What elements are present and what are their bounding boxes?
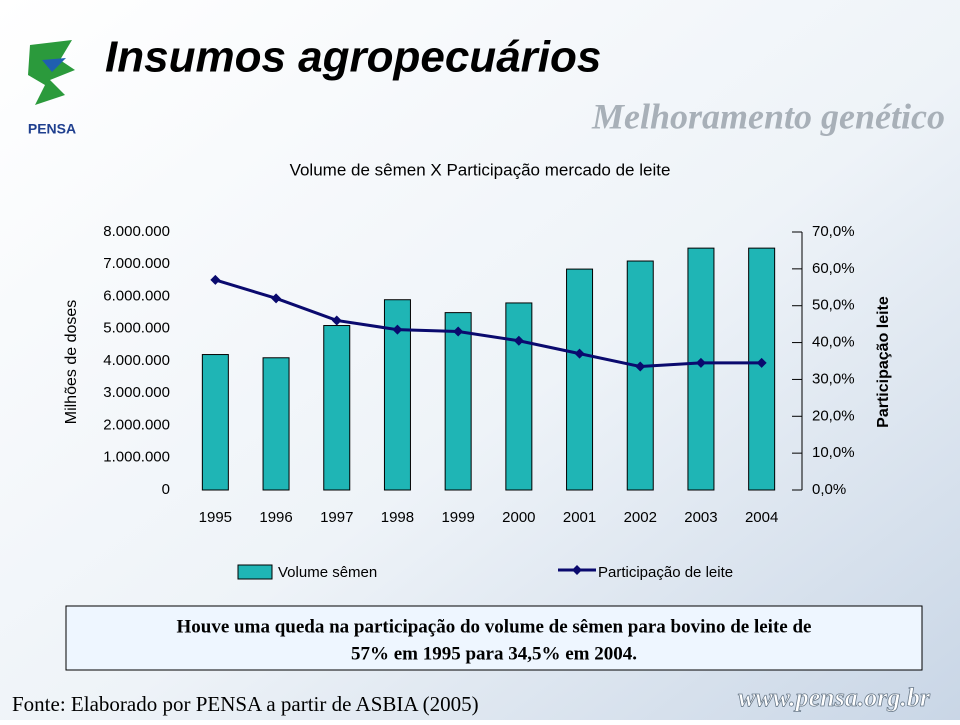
y-tick-label: 6.000.000 (103, 287, 170, 304)
y-tick-label: 2.000.000 (103, 416, 170, 433)
note-line: Houve uma queda na participação do volum… (177, 616, 812, 637)
y2-tick-label: 20,0% (812, 407, 855, 424)
y-tick-label: 5.000.000 (103, 320, 170, 337)
y-tick-label: 0 (162, 481, 170, 498)
y-tick-label: 7.000.000 (103, 255, 170, 272)
bar (323, 325, 351, 491)
logo-text: PENSA (28, 121, 76, 137)
bar (687, 247, 715, 491)
bar (444, 312, 472, 491)
marker (271, 293, 282, 304)
y2-tick-label: 60,0% (812, 260, 855, 277)
subtitle: Melhoramento genético (591, 96, 945, 136)
line (214, 278, 762, 369)
logo: PENSA (28, 40, 76, 137)
title: Insumos agropecuários (105, 33, 601, 82)
marker (574, 348, 585, 359)
x-tick-label: 2001 (563, 509, 596, 526)
bar (201, 354, 229, 491)
x-tick-label: 2003 (684, 509, 717, 526)
note-box (65, 605, 923, 671)
note-line: 57% em 1995 para 34,5% em 2004. (351, 643, 637, 664)
y-tick-label: 8.000.000 (103, 223, 170, 240)
bar (566, 268, 594, 491)
x-tick-label: 1995 (199, 509, 232, 526)
marker (392, 324, 403, 335)
x-tick-label: 2002 (624, 509, 657, 526)
bar (505, 302, 533, 491)
marker (331, 315, 342, 326)
marker (210, 274, 221, 285)
legend-label: Volume sêmen (278, 564, 377, 581)
y2-tick-label: 30,0% (812, 370, 855, 387)
marker (756, 357, 767, 368)
legend-swatch (237, 564, 273, 580)
y2-axis-label: Participação leite (875, 296, 892, 428)
marker (635, 361, 646, 372)
y2-tick-label: 40,0% (812, 334, 855, 351)
marker (453, 326, 464, 337)
bar (748, 247, 776, 491)
legend: Volume sêmen Participação de leite (237, 564, 733, 581)
bar (626, 260, 654, 491)
bar (262, 357, 290, 491)
url: www.pensa.org.br (738, 683, 931, 712)
y2-tick-label: 50,0% (812, 297, 855, 314)
x-tick-label: 1997 (320, 509, 353, 526)
marker (513, 335, 524, 346)
source: Fonte: Elaborado por PENSA a partir de A… (12, 692, 479, 716)
y-axis-label: Milhões de doses (63, 300, 80, 425)
y-tick-label: 4.000.000 (103, 352, 170, 369)
x-tick-label: 1998 (381, 509, 414, 526)
y-tick-label: 1.000.000 (103, 449, 170, 466)
x-tick-label: 1999 (441, 509, 474, 526)
x-tick-label: 2004 (745, 509, 778, 526)
legend-marker (572, 565, 582, 575)
y2-tick-label: 10,0% (812, 444, 855, 461)
chart-title: Volume de sêmen X Participação mercado d… (290, 160, 671, 179)
x-tick-label: 1996 (259, 509, 292, 526)
marker (695, 357, 706, 368)
y2-tick-label: 70,0% (812, 223, 855, 240)
y-tick-label: 3.000.000 (103, 384, 170, 401)
x-tick-label: 2000 (502, 509, 535, 526)
legend-label: Participação de leite (598, 564, 733, 581)
y2-tick-label: 0,0% (812, 481, 846, 498)
